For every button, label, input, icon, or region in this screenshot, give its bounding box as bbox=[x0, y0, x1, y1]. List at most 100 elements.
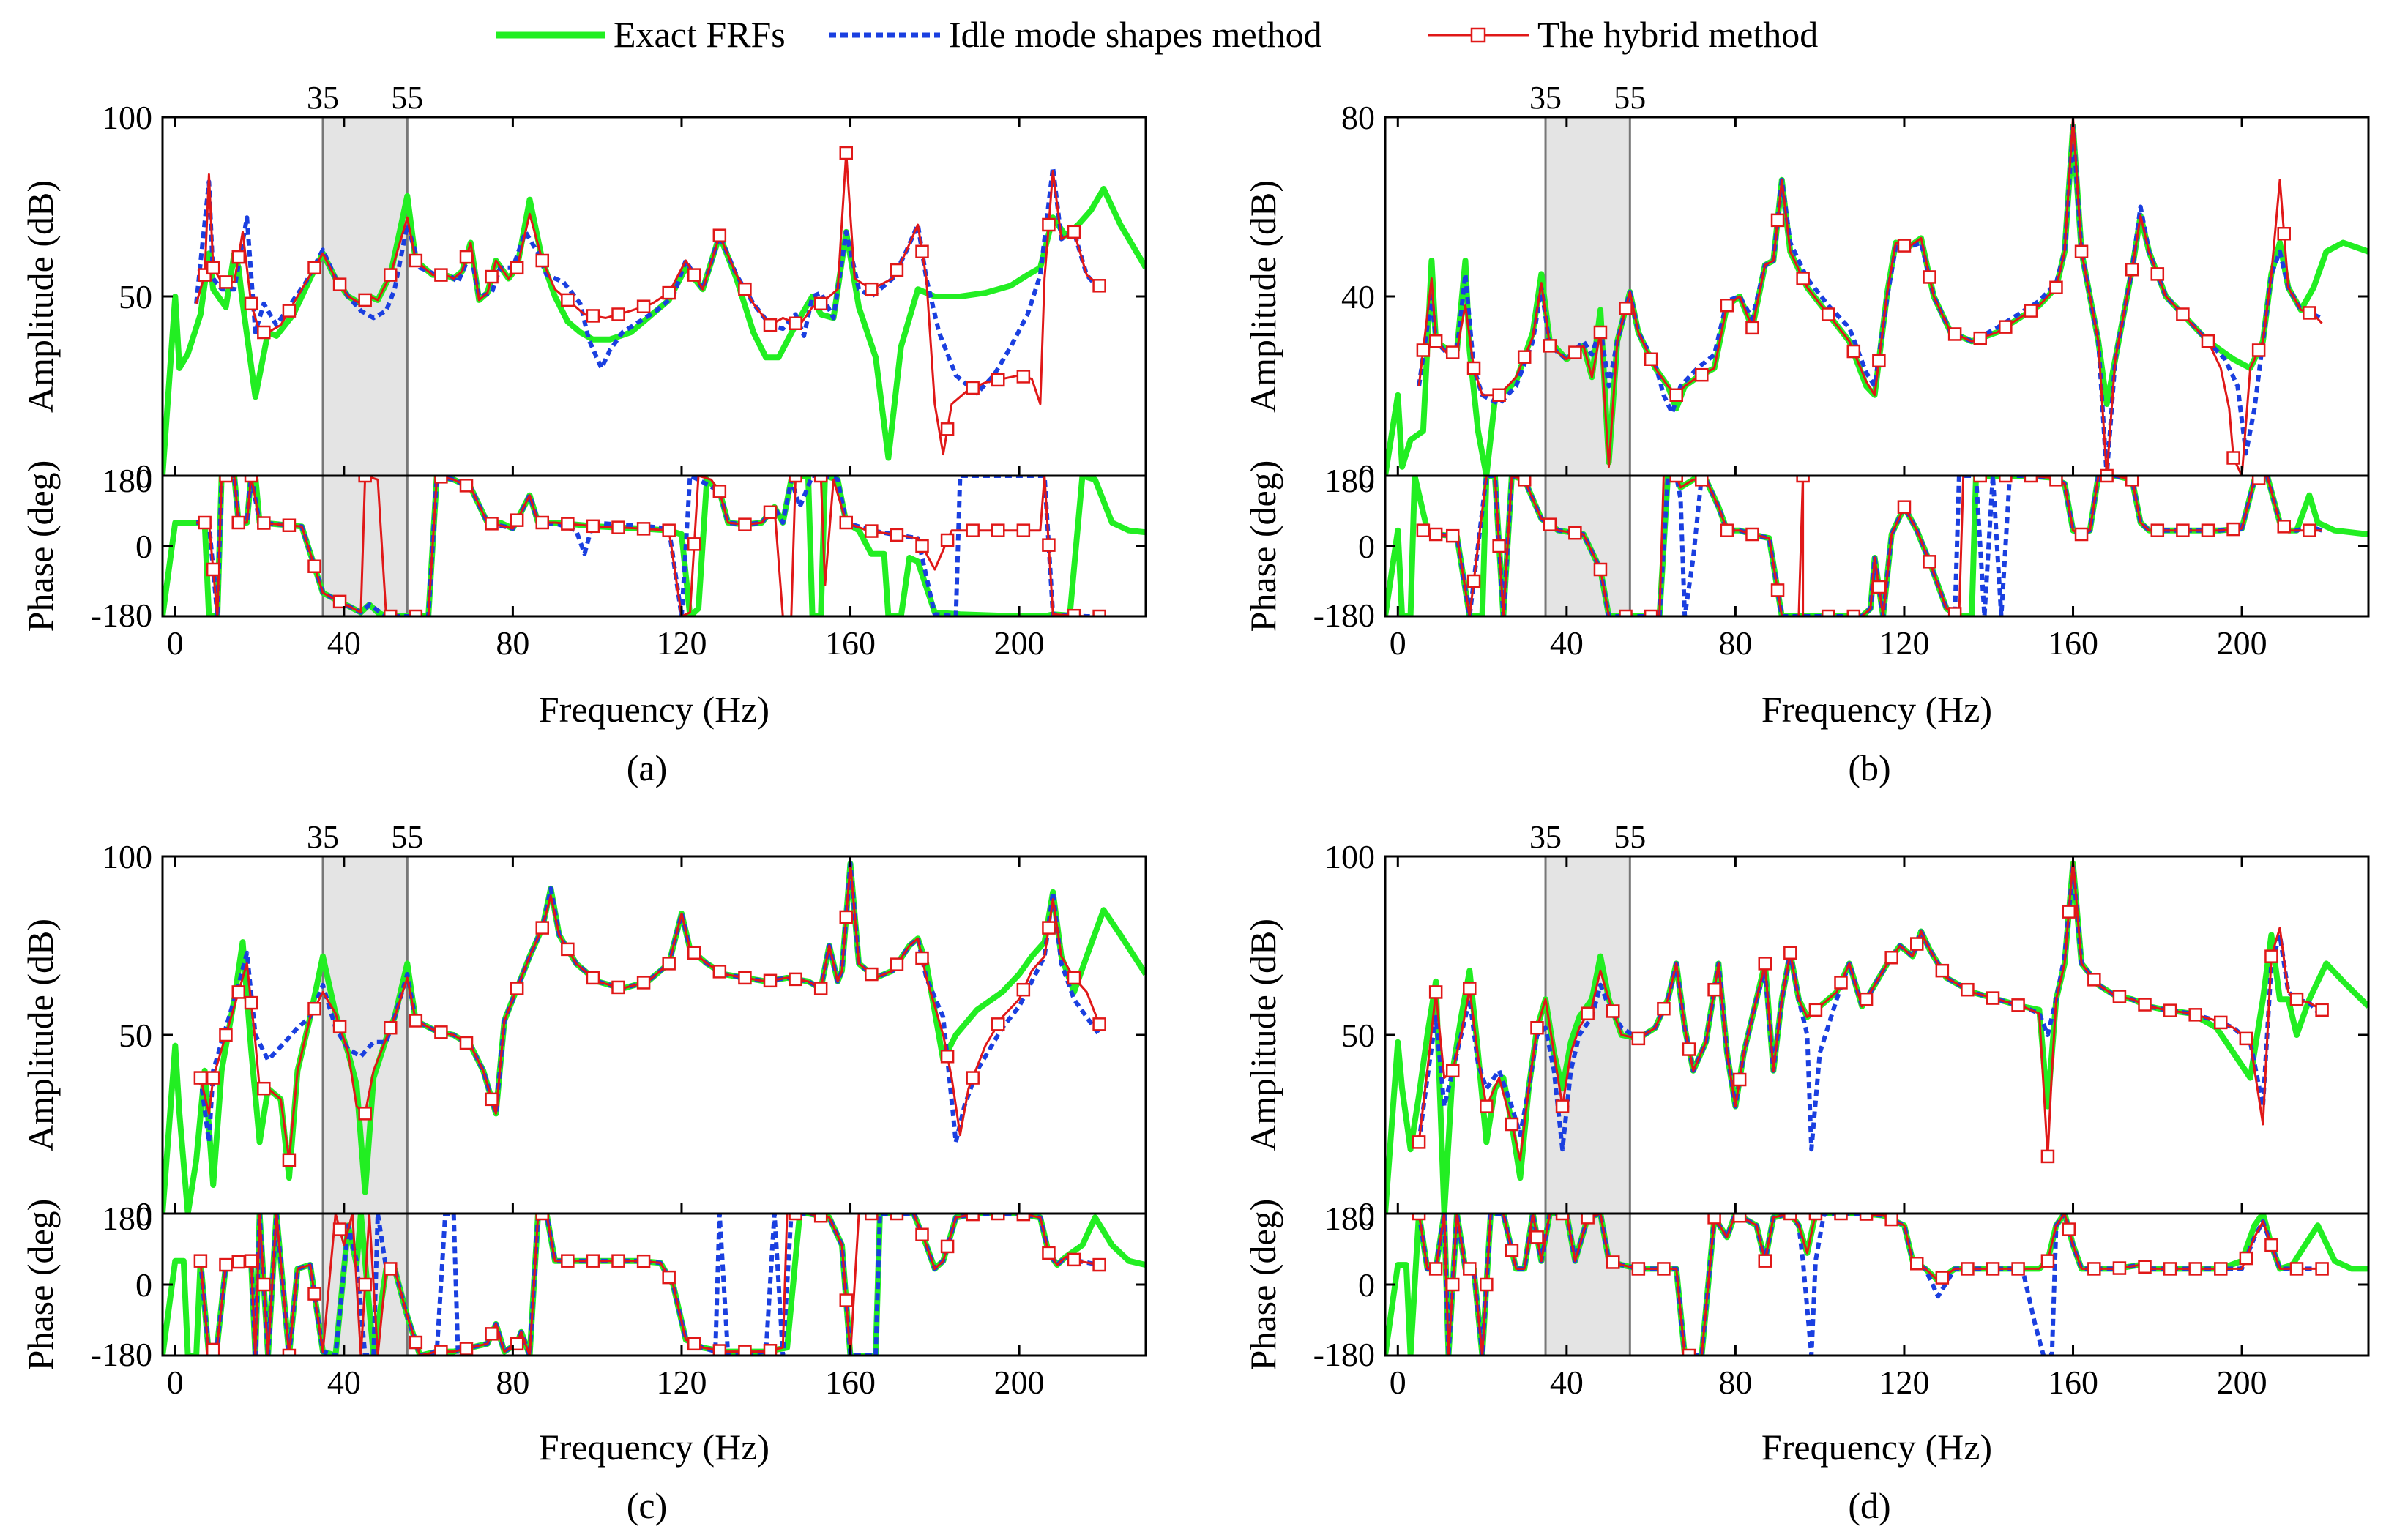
hybrid-marker bbox=[1846, 344, 1861, 359]
hybrid-marker-phase bbox=[915, 1227, 929, 1241]
hybrid-marker bbox=[1973, 331, 1987, 345]
y-tick-label: 0 bbox=[135, 1195, 152, 1233]
hybrid-marker-phase bbox=[1092, 609, 1106, 616]
hybrid-marker-phase bbox=[1428, 1262, 1443, 1276]
hybrid-marker-phase bbox=[662, 1270, 676, 1285]
hybrid-marker-phase bbox=[1619, 609, 1633, 616]
hybrid-marker bbox=[1732, 1072, 1747, 1087]
hybrid-marker bbox=[307, 1001, 321, 1016]
hybrid-marker bbox=[2100, 468, 2114, 476]
hybrid-marker bbox=[2214, 1015, 2228, 1030]
hybrid-marker bbox=[1859, 992, 1874, 1006]
hybrid-marker bbox=[1631, 1031, 1646, 1046]
hybrid-marker-phase bbox=[206, 562, 220, 577]
hybrid-marker-phase bbox=[535, 515, 550, 530]
x-axis-label: Frequency (Hz) bbox=[1761, 689, 1992, 730]
hybrid-marker bbox=[1707, 982, 1721, 997]
hybrid-marker-phase bbox=[1923, 555, 1936, 569]
hybrid-marker-phase bbox=[1961, 1262, 1975, 1276]
hybrid-marker bbox=[2024, 304, 2038, 318]
hybrid-marker-phase bbox=[2011, 1262, 2025, 1276]
hybrid-marker-phase bbox=[865, 1214, 879, 1221]
amplitude-y-axis-label: Amplitude (dB) bbox=[1242, 919, 1283, 1151]
y-tick-label: 180 bbox=[1324, 462, 1375, 499]
hybrid-marker bbox=[1808, 1003, 1823, 1017]
legend-swatch-hybrid-marker bbox=[1470, 27, 1486, 43]
hybrid-marker bbox=[231, 985, 246, 999]
hybrid-marker-phase bbox=[813, 476, 828, 483]
hybrid-marker bbox=[409, 253, 423, 268]
hybrid-marker bbox=[1042, 921, 1056, 935]
hybrid-marker bbox=[1910, 937, 1924, 951]
hybrid-marker-phase bbox=[485, 517, 499, 531]
hybrid-marker bbox=[1517, 350, 1532, 364]
hybrid-marker-phase bbox=[459, 479, 474, 493]
hybrid-marker-phase bbox=[1016, 523, 1031, 537]
hybrid-marker-phase bbox=[1846, 609, 1861, 616]
hybrid-marker bbox=[763, 318, 778, 332]
hybrid-marker bbox=[1466, 361, 1481, 375]
hybrid-marker-phase bbox=[1935, 1271, 1950, 1285]
y-tick-label: -180 bbox=[91, 1336, 152, 1373]
hybrid-marker bbox=[2277, 227, 2291, 241]
x-tick-label: 0 bbox=[1390, 624, 1406, 662]
hybrid-marker-phase bbox=[332, 1222, 347, 1236]
legend: Exact FRFs Idle mode shapes method The h… bbox=[496, 14, 1818, 55]
hybrid-marker bbox=[219, 1028, 233, 1042]
hybrid-marker bbox=[434, 1025, 448, 1039]
hybrid-marker bbox=[1067, 971, 1081, 985]
hybrid-marker-phase bbox=[2315, 1262, 2329, 1276]
y-tick-label: -180 bbox=[1313, 1336, 1375, 1373]
hybrid-marker bbox=[1796, 272, 1810, 285]
hybrid-marker bbox=[2150, 267, 2165, 281]
hybrid-marker bbox=[1923, 270, 1936, 284]
y-tick-label: 100 bbox=[1324, 838, 1375, 875]
hybrid-marker bbox=[1067, 225, 1081, 239]
x-tick-label: 80 bbox=[496, 1364, 529, 1401]
hybrid-marker bbox=[789, 316, 802, 330]
hybrid-marker bbox=[358, 293, 372, 307]
hybrid-marker bbox=[1581, 1006, 1595, 1020]
legend-entry-idle: Idle mode shapes method bbox=[829, 14, 1322, 55]
hybrid-marker-phase bbox=[193, 1254, 208, 1268]
hybrid-marker-phase bbox=[2264, 1238, 2278, 1252]
hybrid-marker bbox=[738, 282, 752, 296]
hybrid-marker bbox=[1961, 982, 1975, 997]
amplitude-y-axis-label: Amplitude (dB) bbox=[20, 919, 61, 1151]
series-line-hybrid bbox=[199, 862, 1100, 1162]
hybrid-marker bbox=[586, 309, 600, 323]
hybrid-marker-phase bbox=[1463, 1262, 1477, 1276]
hybrid-marker-phase bbox=[2163, 1262, 2177, 1276]
hybrid-marker bbox=[813, 982, 828, 995]
hybrid-marker-phase bbox=[2049, 476, 2063, 487]
hybrid-marker bbox=[1758, 957, 1772, 971]
hybrid-marker bbox=[2040, 1149, 2055, 1164]
hybrid-marker bbox=[193, 1071, 208, 1085]
y-tick-label: 50 bbox=[1341, 1017, 1375, 1054]
hybrid-marker bbox=[384, 268, 398, 282]
hybrid-marker-phase bbox=[1669, 476, 1683, 483]
hybrid-marker bbox=[1555, 1099, 1570, 1113]
hybrid-marker-phase bbox=[282, 518, 297, 532]
hybrid-marker bbox=[712, 965, 727, 979]
hybrid-marker-phase bbox=[358, 476, 372, 483]
hybrid-marker bbox=[257, 325, 271, 340]
x-tick-label: 80 bbox=[1718, 1364, 1752, 1401]
phase-y-axis-label: Phase (deg) bbox=[20, 1199, 61, 1371]
y-tick-label: 100 bbox=[102, 99, 152, 136]
hybrid-marker bbox=[1428, 985, 1443, 999]
hybrid-marker bbox=[687, 268, 701, 282]
hybrid-marker bbox=[763, 973, 778, 988]
hybrid-marker-phase bbox=[2125, 476, 2139, 487]
hybrid-marker bbox=[257, 1081, 271, 1096]
hybrid-marker bbox=[966, 1071, 980, 1085]
hybrid-marker bbox=[839, 146, 854, 160]
hybrid-marker-phase bbox=[1412, 1214, 1426, 1221]
hybrid-marker-phase bbox=[738, 517, 752, 531]
hybrid-marker-phase bbox=[510, 513, 524, 527]
hybrid-marker bbox=[1986, 991, 2000, 1005]
hybrid-marker-phase bbox=[1897, 500, 1912, 514]
hybrid-marker bbox=[991, 373, 1005, 387]
hybrid-marker bbox=[611, 980, 625, 995]
hybrid-marker bbox=[244, 995, 258, 1010]
